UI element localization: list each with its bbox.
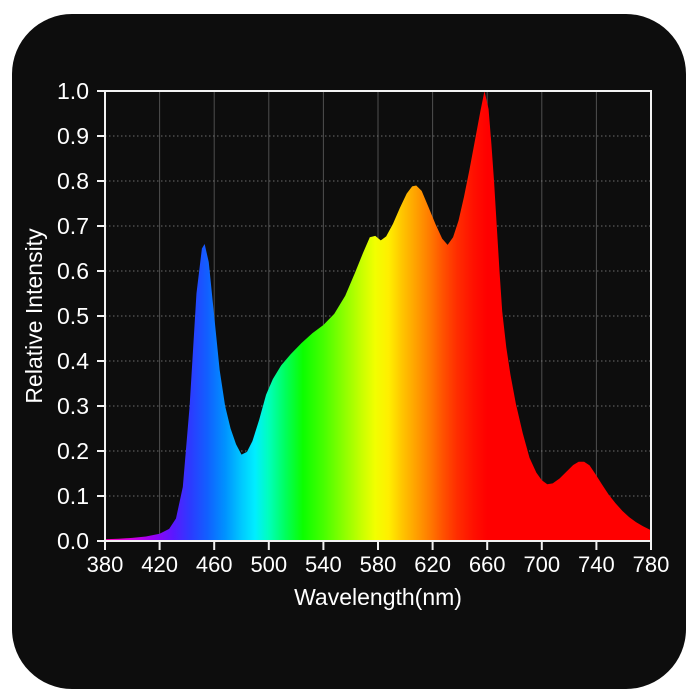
spectrum-area: [105, 91, 651, 541]
x-axis-title: Wavelength(nm): [294, 584, 462, 610]
plot-frame: [104, 90, 652, 542]
y-tick-label: 0.7: [57, 213, 89, 239]
spectrum-curve: [105, 91, 651, 541]
y-tick-label: 1.0: [57, 78, 89, 104]
y-tick-label: 0.5: [57, 303, 89, 329]
axis-ticks: [97, 90, 652, 550]
y-axis-title: Relative Intensity: [21, 228, 47, 404]
x-tick-label: 580: [360, 552, 397, 577]
y-tick-label: 0.9: [57, 123, 89, 149]
x-tick-label: 460: [196, 552, 233, 577]
x-tick-label: 500: [250, 552, 287, 577]
y-tick-label: 0.3: [57, 393, 89, 419]
axis-tick-labels: 380 420 460 500 540 580 620 660 700 740 780 0.0 0.1 0…: [57, 78, 669, 577]
y-tick-label: 0.6: [57, 258, 89, 284]
y-tick-label: 0.4: [57, 348, 89, 374]
y-tick-label: 0.2: [57, 438, 89, 464]
y-tick-label: 0.1: [57, 483, 89, 509]
x-tick-label: 740: [578, 552, 615, 577]
y-tick-label: 0.0: [57, 528, 89, 554]
x-tick-label: 780: [633, 552, 670, 577]
x-tick-label: 540: [305, 552, 342, 577]
x-tick-label: 660: [469, 552, 506, 577]
x-tick-label: 420: [141, 552, 178, 577]
y-tick-label: 0.8: [57, 168, 89, 194]
x-tick-label: 620: [414, 552, 451, 577]
x-tick-label: 380: [87, 552, 124, 577]
x-tick-label: 700: [523, 552, 560, 577]
plot-border: [104, 90, 652, 542]
